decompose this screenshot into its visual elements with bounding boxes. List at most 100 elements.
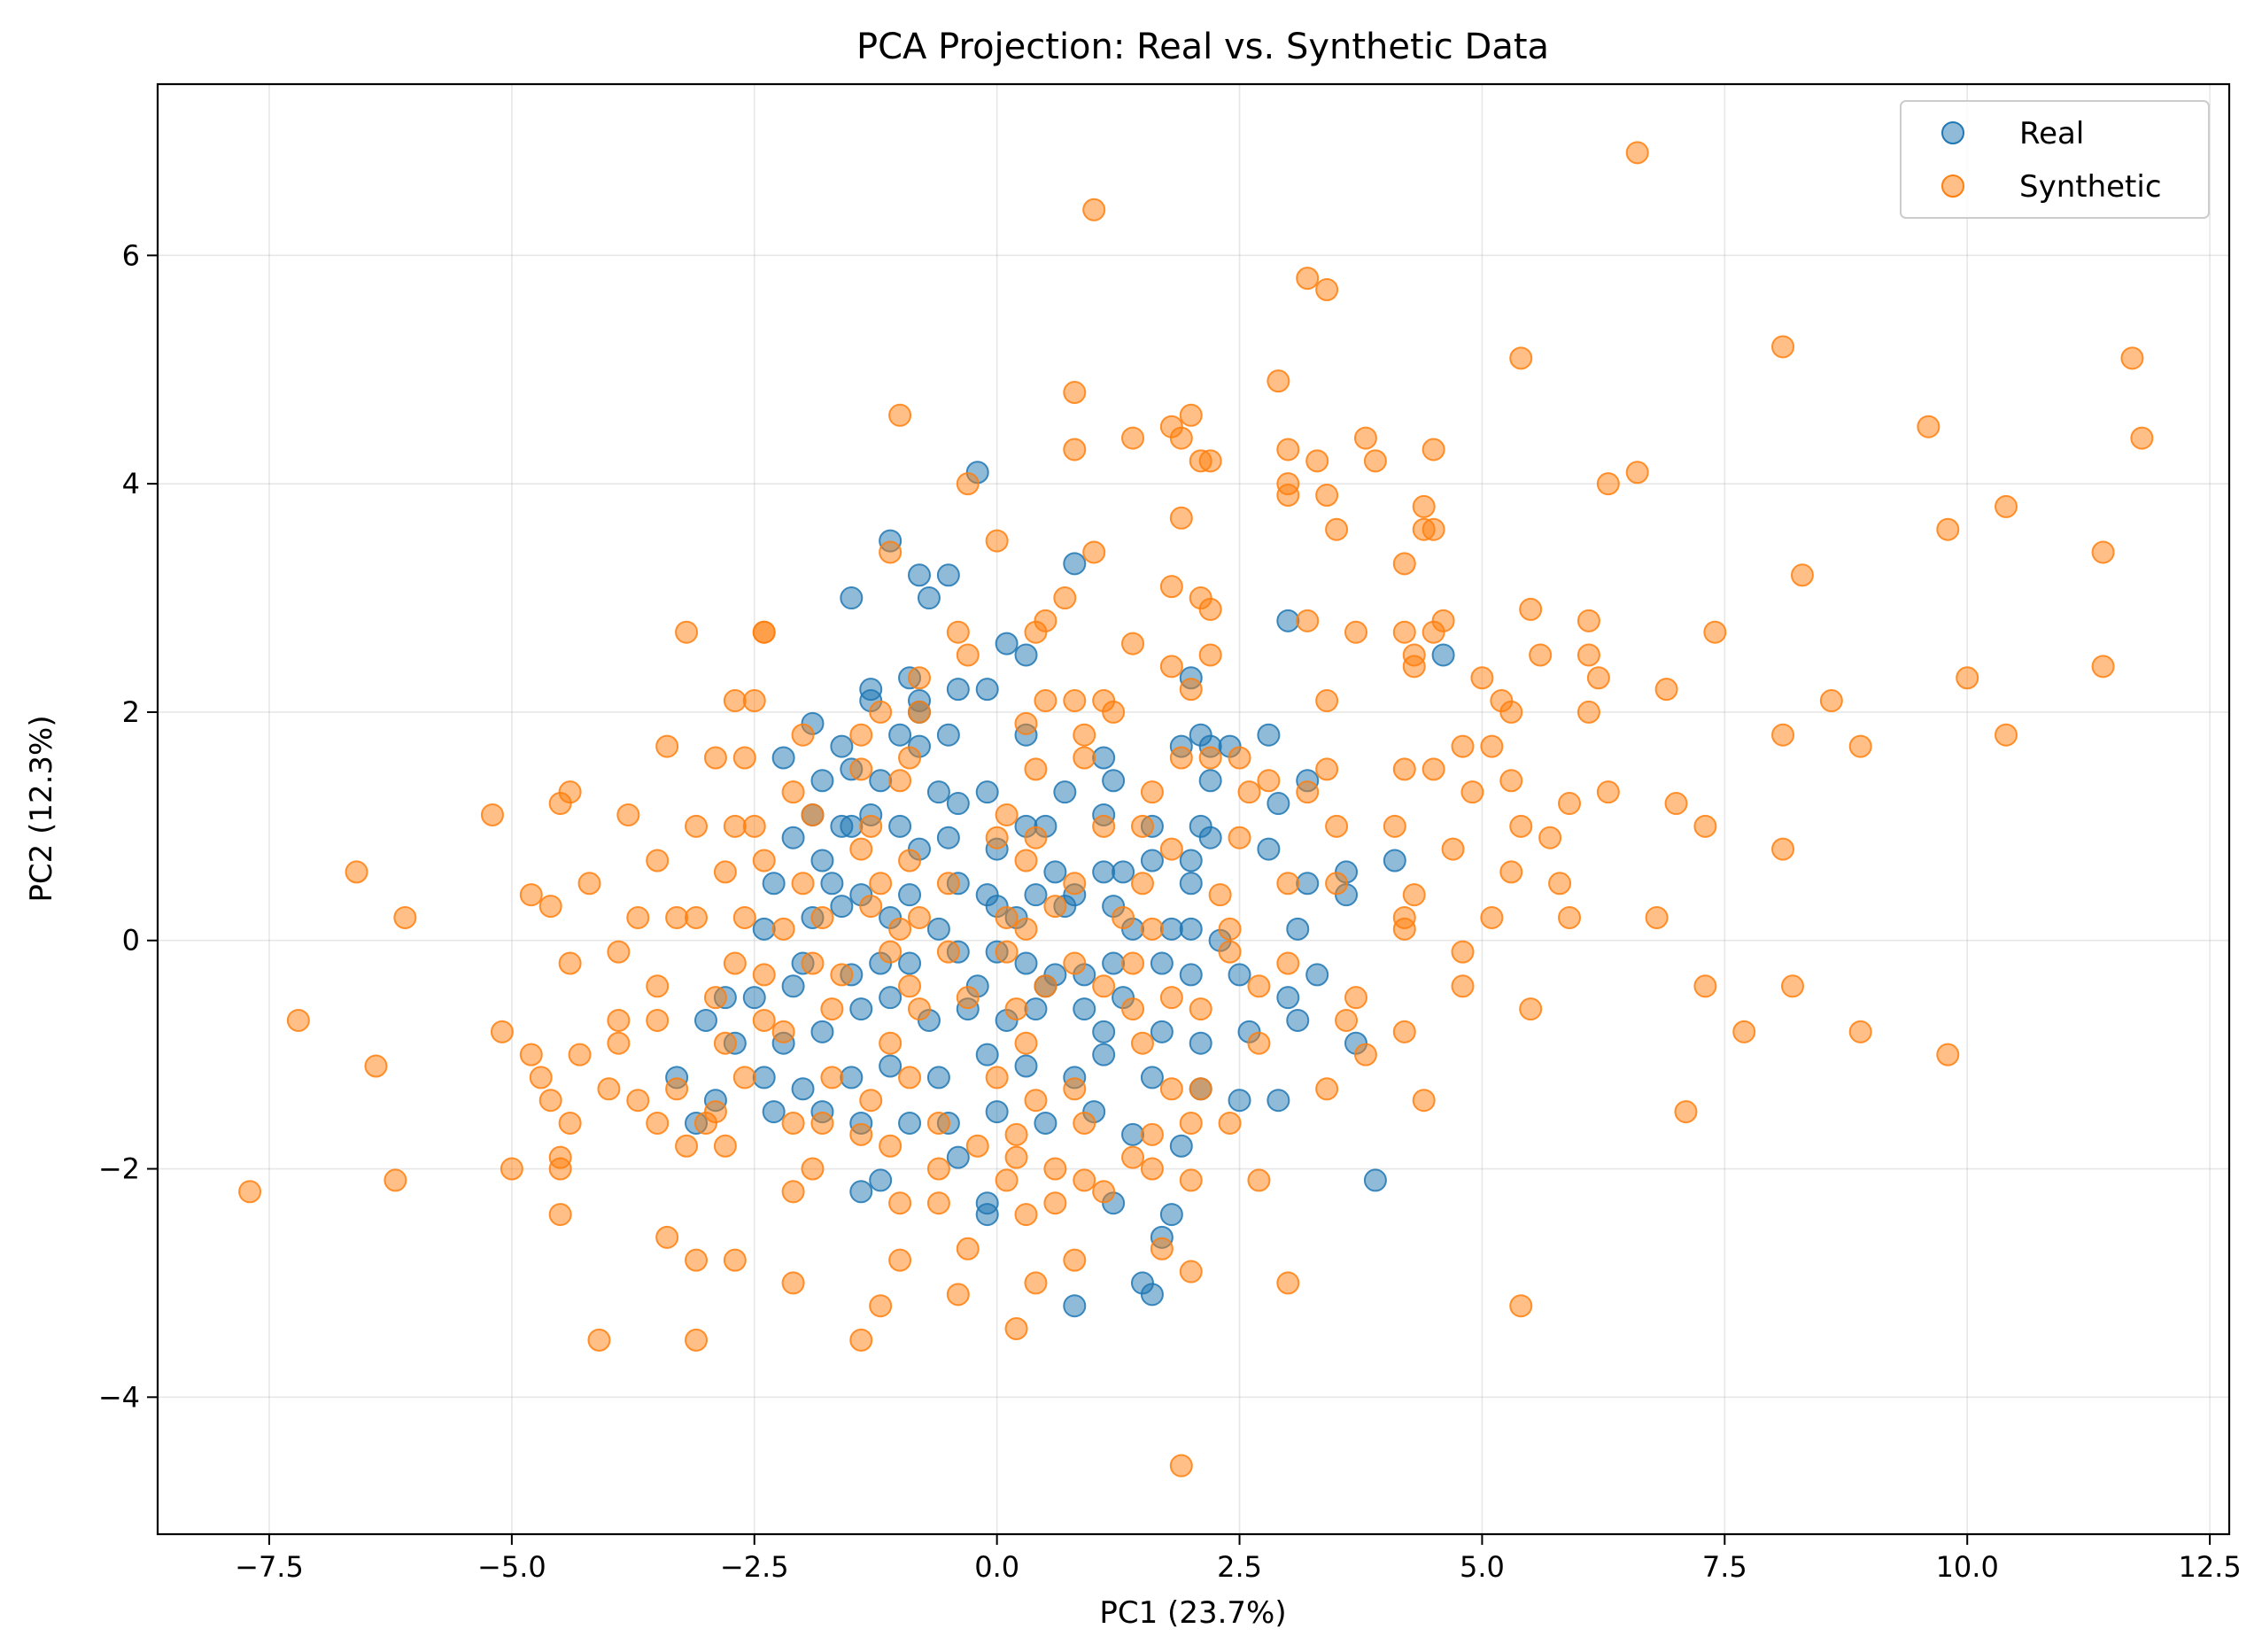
point-synthetic (888, 403, 912, 427)
point-synthetic (1208, 883, 1232, 907)
point-real (849, 997, 873, 1021)
point-synthetic (1169, 1454, 1193, 1477)
y-tick-label: −2 (98, 1152, 140, 1186)
point-synthetic (1674, 1100, 1698, 1124)
point-synthetic (1140, 780, 1164, 804)
point-synthetic (1586, 666, 1610, 690)
point-synthetic (956, 1237, 980, 1260)
point-synthetic (723, 814, 747, 838)
point-synthetic (607, 1031, 631, 1055)
point-synthetic (2091, 540, 2115, 564)
point-synthetic (1412, 1089, 1436, 1113)
point-synthetic (1014, 1031, 1038, 1055)
point-synthetic (1121, 426, 1145, 450)
point-synthetic (879, 1134, 902, 1158)
point-synthetic (1004, 997, 1028, 1021)
point-synthetic (1392, 620, 1416, 644)
point-synthetic (1073, 746, 1096, 770)
point-synthetic (713, 860, 737, 884)
y-tick-label: 0 (122, 924, 140, 958)
x-tick-label: 7.5 (1702, 1550, 1747, 1584)
point-real (946, 792, 970, 816)
point-synthetic (1130, 814, 1154, 838)
point-synthetic (1198, 746, 1222, 770)
point-synthetic (1538, 826, 1562, 849)
point-synthetic (2091, 655, 2115, 679)
point-real (1305, 963, 1329, 987)
point-synthetic (1790, 563, 1814, 587)
point-real (771, 746, 795, 770)
point-synthetic (1392, 1020, 1416, 1043)
point-synthetic (519, 1043, 543, 1066)
x-axis-ticks: −7.5 −5.0 −2.5 0.0 2.5 5.0 7.5 10.0 12.5 (235, 1534, 2242, 1584)
point-synthetic (732, 1066, 756, 1090)
point-real (908, 563, 932, 587)
point-synthetic (693, 1111, 717, 1135)
point-synthetic (1179, 403, 1203, 427)
point-synthetic (1267, 369, 1290, 393)
point-synthetic (1218, 1111, 1242, 1135)
point-synthetic (1664, 792, 1688, 816)
point-synthetic (946, 620, 970, 644)
point-real (1267, 1089, 1290, 1113)
point-real (946, 1145, 970, 1169)
point-synthetic (1296, 609, 1320, 632)
point-real (830, 895, 854, 919)
point-synthetic (1198, 643, 1222, 667)
point-synthetic (1159, 655, 1183, 679)
point-synthetic (685, 905, 709, 929)
point-synthetic (1159, 986, 1183, 1010)
point-synthetic (1441, 837, 1465, 861)
point-real (1286, 1008, 1310, 1032)
point-synthetic (869, 872, 893, 896)
point-synthetic (985, 1066, 1009, 1090)
point-real (1296, 872, 1320, 896)
point-synthetic (1819, 689, 1843, 713)
point-real (742, 986, 766, 1010)
point-synthetic (908, 666, 932, 690)
point-synthetic (1276, 438, 1300, 461)
point-real (975, 678, 999, 702)
point-synthetic (626, 1089, 650, 1113)
x-tick-label: 5.0 (1460, 1550, 1505, 1584)
point-synthetic (1063, 381, 1087, 405)
point-synthetic (781, 1111, 805, 1135)
point-synthetic (558, 951, 582, 975)
point-synthetic (1509, 346, 1533, 370)
point-synthetic (926, 1191, 950, 1215)
y-axis-label: PC2 (12.3%) (24, 715, 59, 902)
point-synthetic (995, 1168, 1019, 1192)
point-real (1092, 1043, 1116, 1066)
point-real (1257, 723, 1281, 747)
point-synthetic (1073, 1168, 1096, 1192)
point-synthetic (1771, 837, 1795, 861)
point-real (1159, 917, 1183, 941)
point-synthetic (1383, 814, 1406, 838)
point-synthetic (1470, 666, 1494, 690)
point-real (1024, 997, 1048, 1021)
grid-lines (158, 84, 2229, 1534)
point-synthetic (1848, 1020, 1872, 1043)
point-synthetic (1480, 905, 1504, 929)
point-synthetic (879, 540, 902, 564)
point-real (1140, 1283, 1164, 1307)
point-synthetic (849, 1122, 873, 1146)
point-synthetic (1189, 1077, 1212, 1101)
point-real (869, 769, 893, 793)
point-real (1150, 1020, 1174, 1043)
point-real (1043, 860, 1067, 884)
point-real (752, 1066, 776, 1090)
point-synthetic (1092, 814, 1116, 838)
point-synthetic (1509, 814, 1533, 838)
point-synthetic (830, 963, 854, 987)
point-synthetic (995, 803, 1019, 826)
point-synthetic (1140, 917, 1164, 941)
point-synthetic (1257, 769, 1281, 793)
point-synthetic (781, 1180, 805, 1204)
point-synthetic (1771, 335, 1795, 359)
point-synthetic (742, 689, 766, 713)
point-real (926, 917, 950, 941)
point-real (1053, 780, 1077, 804)
point-real (1179, 917, 1203, 941)
series-synthetic (238, 141, 2154, 1477)
